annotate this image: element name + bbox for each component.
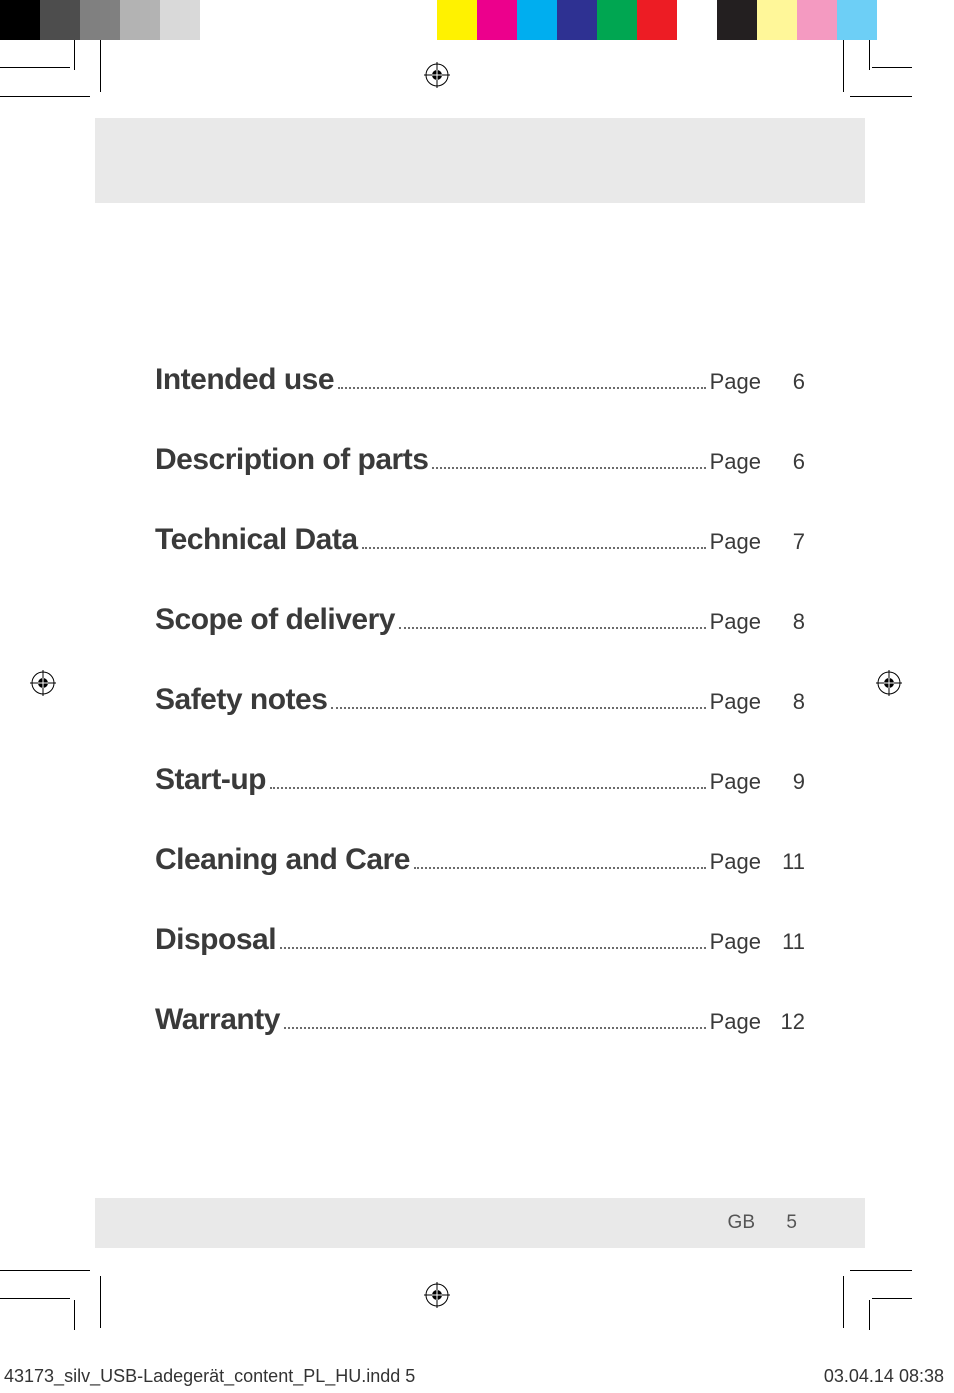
crop-mark [843, 1276, 844, 1328]
toc-title: Safety notes [155, 683, 327, 717]
toc-page-number: 11 [767, 849, 805, 875]
color-swatch [160, 0, 200, 40]
slug-timestamp: 03.04.14 08:38 [824, 1366, 944, 1387]
table-of-contents: Intended usePage6Description of partsPag… [155, 363, 805, 1083]
toc-row: Safety notes Page8 [155, 683, 805, 717]
toc-page-label: Page [710, 769, 761, 795]
crop-mark [850, 1270, 912, 1271]
crop-mark [74, 1300, 75, 1330]
toc-leader-dots [280, 933, 706, 949]
toc-title: Start-up [155, 763, 266, 797]
color-swatch [40, 0, 80, 40]
color-swatch [717, 0, 757, 40]
toc-row: Intended use Page6 [155, 363, 805, 397]
color-swatch [80, 0, 120, 40]
toc-page-number: 9 [767, 769, 805, 795]
toc-row: Start-up Page9 [155, 763, 805, 797]
toc-row: Scope of delivery Page8 [155, 603, 805, 637]
toc-title: Scope of delivery [155, 603, 395, 637]
toc-page-number: 8 [767, 689, 805, 715]
crop-mark [74, 40, 75, 70]
toc-page-label: Page [710, 449, 761, 475]
toc-leader-dots [362, 533, 706, 549]
print-color-bar [0, 0, 954, 40]
toc-page-number: 12 [767, 1009, 805, 1035]
color-swatch [877, 0, 914, 40]
toc-page-number: 6 [767, 449, 805, 475]
registration-mark-icon [30, 670, 56, 696]
footer-page-number: 5 [786, 1212, 797, 1234]
crop-mark [0, 1298, 70, 1299]
toc-page-number: 6 [767, 369, 805, 395]
toc-title: Description of parts [155, 443, 428, 477]
color-swatch [597, 0, 637, 40]
crop-mark [0, 1270, 90, 1271]
toc-page-number: 8 [767, 609, 805, 635]
toc-page-label: Page [710, 529, 761, 555]
color-swatch [557, 0, 597, 40]
color-swatch [797, 0, 837, 40]
toc-page-number: 11 [767, 929, 805, 955]
registration-mark-icon [424, 1282, 450, 1308]
crop-mark [0, 96, 90, 97]
toc-page-number: 7 [767, 529, 805, 555]
crop-mark [100, 1276, 101, 1328]
toc-page-label: Page [710, 689, 761, 715]
toc-page-label: Page [710, 609, 761, 635]
toc-title: Disposal [155, 923, 276, 957]
toc-leader-dots [338, 373, 706, 389]
toc-page-label: Page [710, 1009, 761, 1035]
toc-title: Cleaning and Care [155, 843, 410, 877]
toc-leader-dots [399, 613, 706, 629]
toc-title: Technical Data [155, 523, 358, 557]
crop-mark [872, 1298, 912, 1299]
crop-mark [0, 67, 70, 68]
color-swatch [677, 0, 717, 40]
toc-page-label: Page [710, 849, 761, 875]
color-swatch [477, 0, 517, 40]
crop-mark [100, 40, 101, 92]
color-swatch [517, 0, 557, 40]
toc-leader-dots [432, 453, 705, 469]
crop-mark [872, 67, 912, 68]
crop-mark [843, 40, 844, 92]
toc-title: Warranty [155, 1003, 280, 1037]
color-swatch [837, 0, 877, 40]
color-swatch [757, 0, 797, 40]
crop-mark [869, 40, 870, 70]
toc-row: Disposal Page11 [155, 923, 805, 957]
toc-page-label: Page [710, 369, 761, 395]
toc-leader-dots [414, 853, 706, 869]
color-swatch [437, 0, 477, 40]
registration-mark-icon [876, 670, 902, 696]
crop-mark [869, 1300, 870, 1330]
toc-row: Cleaning and Care Page11 [155, 843, 805, 877]
toc-leader-dots [331, 693, 705, 709]
toc-leader-dots [270, 773, 706, 789]
color-swatch [0, 0, 40, 40]
slug-filename: 43173_silv_USB-Ladegerät_content_PL_HU.i… [4, 1366, 415, 1387]
color-swatch [120, 0, 160, 40]
registration-mark-icon [424, 62, 450, 88]
toc-title: Intended use [155, 363, 334, 397]
toc-page-label: Page [710, 929, 761, 955]
toc-leader-dots [284, 1013, 706, 1029]
footer-language: GB [728, 1212, 755, 1234]
header-band [95, 118, 865, 203]
toc-row: Technical Data Page7 [155, 523, 805, 557]
color-swatch [637, 0, 677, 40]
page-body: Intended usePage6Description of partsPag… [95, 118, 865, 1248]
color-swatch [200, 0, 437, 40]
crop-mark [850, 96, 912, 97]
toc-row: Description of parts Page6 [155, 443, 805, 477]
toc-row: Warranty Page12 [155, 1003, 805, 1037]
